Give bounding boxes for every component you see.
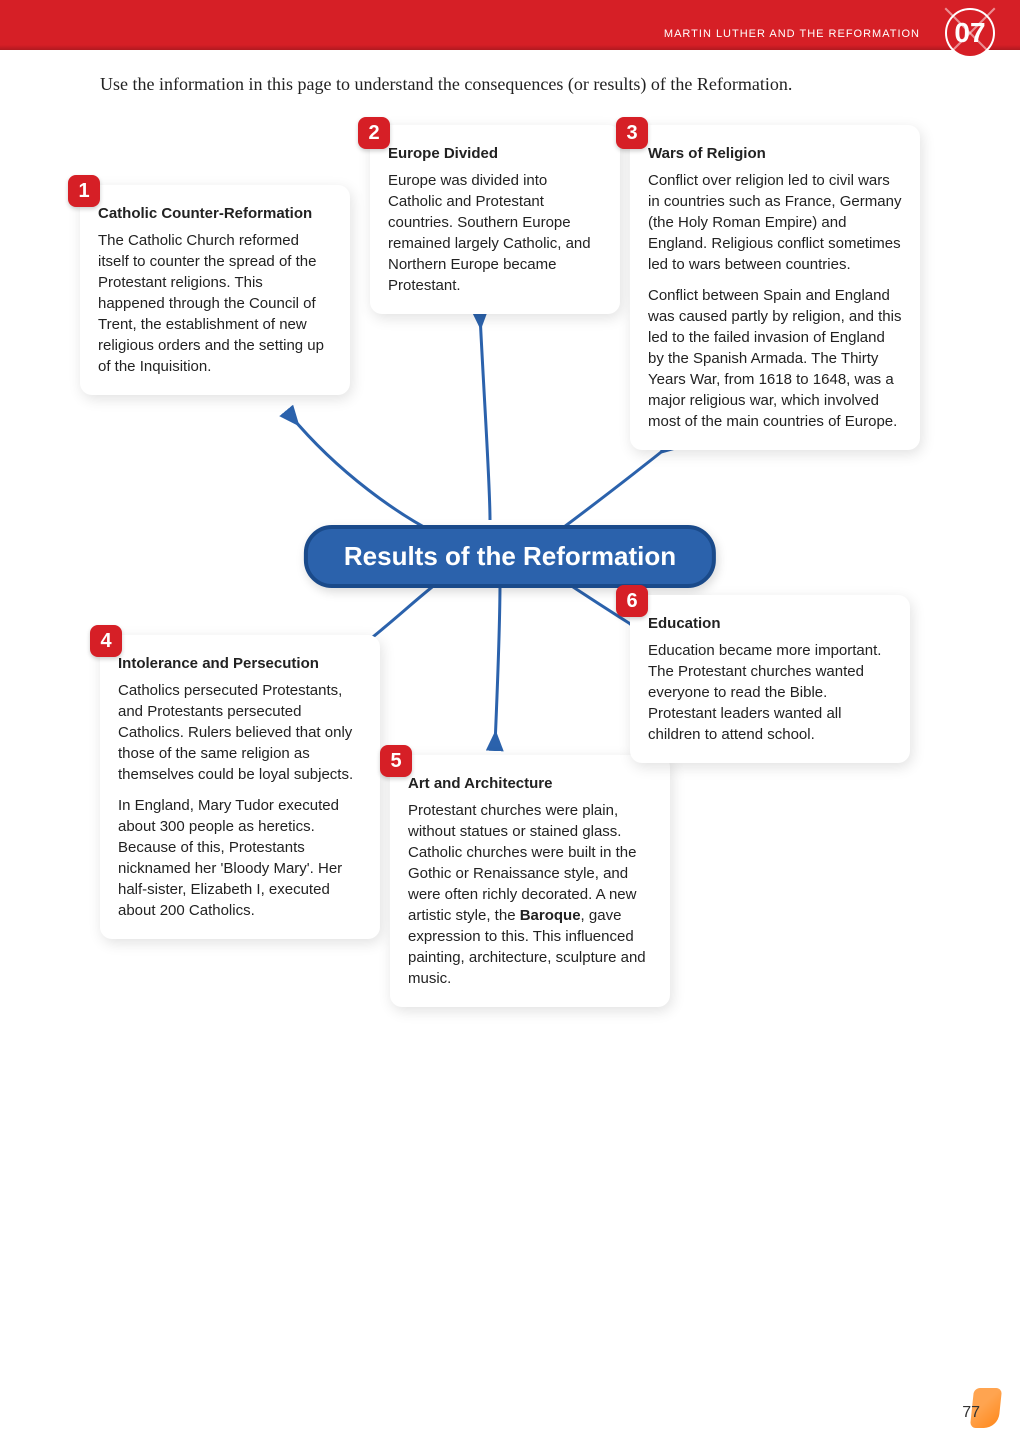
info-box-paragraph: Europe was divided into Catholic and Pro… xyxy=(388,170,602,296)
info-box-5: Art and Architecture Protestant churches … xyxy=(390,755,670,1007)
info-box-paragraph: Protestant churches were plain, without … xyxy=(408,800,652,989)
intro-text: Use the information in this page to unde… xyxy=(100,74,960,95)
info-box-paragraph: Catholics persecuted Protestants, and Pr… xyxy=(118,680,362,785)
info-box-title: Wars of Religion xyxy=(648,143,902,164)
number-badge-3: 3 xyxy=(616,117,648,149)
number-badge-5: 5 xyxy=(380,745,412,777)
number-badge-2: 2 xyxy=(358,117,390,149)
info-box-1: Catholic Counter-Reformation The Catholic… xyxy=(80,185,350,395)
number-badge-1: 1 xyxy=(68,175,100,207)
info-box-paragraph: Conflict over religion led to civil wars… xyxy=(648,170,902,275)
center-label-text: Results of the Reformation xyxy=(344,541,676,571)
info-box-paragraph: In England, Mary Tudor executed about 30… xyxy=(118,795,362,921)
center-label: Results of the Reformation xyxy=(304,525,716,588)
info-box-3: Wars of Religion Conflict over religion l… xyxy=(630,125,920,450)
info-box-title: Art and Architecture xyxy=(408,773,652,794)
info-box-2: Europe Divided Europe was divided into Ca… xyxy=(370,125,620,314)
info-box-title: Europe Divided xyxy=(388,143,602,164)
info-box-4: Intolerance and Persecution Catholics per… xyxy=(100,635,380,939)
chapter-number-badge: 07 xyxy=(945,8,995,58)
header-topic: MARTIN LUTHER AND THE REFORMATION xyxy=(664,28,920,40)
info-box-paragraph: Education became more important. The Pro… xyxy=(648,640,892,745)
page-number: 77 xyxy=(962,1404,980,1422)
number-badge-4: 4 xyxy=(90,625,122,657)
diagram-container: Results of the Reformation Catholic Coun… xyxy=(40,115,980,1115)
info-box-title: Education xyxy=(648,613,892,634)
info-box-6: Education Education became more important… xyxy=(630,595,910,763)
info-box-paragraph: The Catholic Church reformed itself to c… xyxy=(98,230,332,377)
header-bar: MARTIN LUTHER AND THE REFORMATION 07 xyxy=(0,0,1020,50)
info-box-paragraph: Conflict between Spain and England was c… xyxy=(648,285,902,432)
chapter-number: 07 xyxy=(954,17,985,49)
info-box-title: Intolerance and Persecution xyxy=(118,653,362,674)
info-box-title: Catholic Counter-Reformation xyxy=(98,203,332,224)
number-badge-6: 6 xyxy=(616,585,648,617)
